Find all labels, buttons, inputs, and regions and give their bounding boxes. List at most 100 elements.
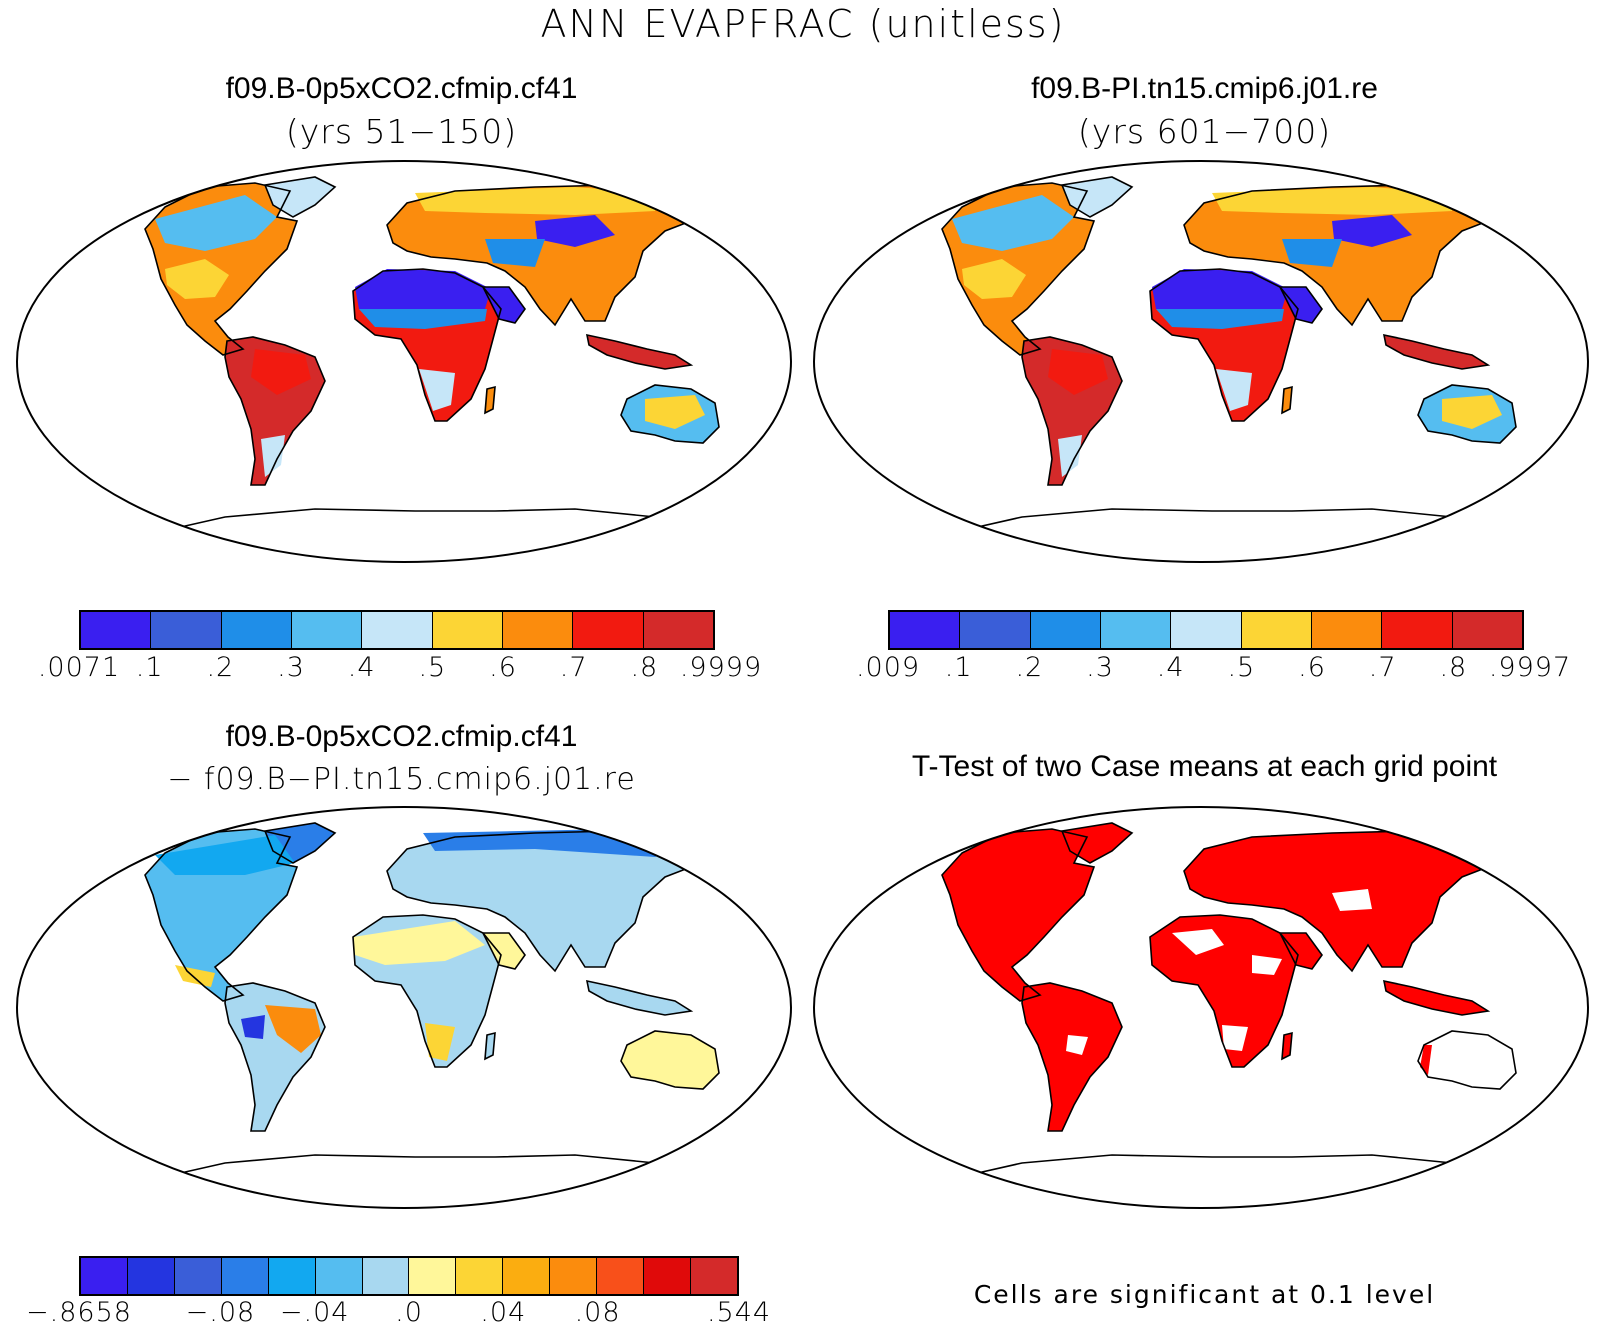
- coastline: [263, 822, 337, 864]
- map-region: [1442, 395, 1502, 429]
- colorbar-tick-label: .009: [855, 652, 921, 683]
- colorbar-swatch: [890, 612, 961, 648]
- map-region: [1048, 349, 1108, 395]
- map-region: [535, 215, 615, 247]
- map-land-layer: [17, 807, 791, 1208]
- colorbar-swatch: [503, 1258, 551, 1294]
- case2-years: (yrs 601−700): [1077, 112, 1332, 151]
- colorbar-tick-label: .0: [395, 1297, 423, 1328]
- map-region: [359, 309, 487, 329]
- map-region: [1280, 287, 1322, 323]
- map-land-layer: [17, 161, 791, 562]
- map-region: [163, 509, 715, 562]
- colorbar-tick-label: .6: [489, 652, 517, 683]
- case1-colorbar: [79, 610, 715, 650]
- coastline: [144, 182, 299, 356]
- map-border: [813, 160, 1589, 563]
- colorbar-tick-label: .6: [1298, 652, 1326, 683]
- colorbar-swatch: [573, 612, 644, 648]
- map-region: [1152, 269, 1288, 315]
- map-region: [155, 195, 277, 251]
- ttest-title: T-Test of two Case means at each grid po…: [911, 750, 1498, 783]
- colorbar-swatch: [432, 612, 503, 648]
- coastline: [941, 828, 1096, 1002]
- colorbar-swatch: [409, 1258, 457, 1294]
- colorbar-swatch: [1030, 612, 1101, 648]
- colorbar-swatch: [127, 1258, 175, 1294]
- coastline: [1060, 822, 1134, 864]
- colorbar-swatch: [268, 1258, 316, 1294]
- diff-map: [16, 806, 792, 1209]
- colorbar-swatch: [151, 612, 222, 648]
- map-region: [483, 933, 525, 969]
- colorbar-tick-label: .4: [347, 652, 376, 683]
- map-region: [175, 965, 215, 987]
- map-region: [1216, 369, 1252, 411]
- colorbar-tick-label: .1: [944, 652, 973, 683]
- map-region: [1332, 889, 1372, 911]
- colorbar-tick-label: .544: [706, 1297, 772, 1328]
- coastline: [620, 1030, 720, 1090]
- colorbar-swatch: [960, 612, 1031, 648]
- colorbar-tick-label: .9997: [1488, 652, 1572, 683]
- colorbar-swatch: [597, 1258, 645, 1294]
- coastline: [484, 385, 496, 415]
- colorbar-swatch: [1100, 612, 1172, 648]
- colorbar-swatch: [81, 1258, 128, 1294]
- colorbar-swatch: [291, 612, 363, 648]
- map-region: [587, 981, 691, 1015]
- case2-map: [813, 160, 1589, 563]
- case2-title: f09.B-PI.tn15.cmip6.j01.re: [1031, 72, 1378, 105]
- case2-colorbar-ticks: .009 .1 .2 .3 .4 .5 .6 .7 .8 .9997: [856, 652, 1570, 686]
- coastline: [1021, 982, 1123, 1132]
- colorbar-swatch: [1452, 612, 1522, 648]
- map-region: [1172, 929, 1224, 955]
- figure-title: ANN EVAPFRAC (unitless): [540, 2, 1066, 46]
- coastline: [481, 286, 526, 324]
- map-region: [1156, 309, 1284, 329]
- colorbar-tick-label: .1: [135, 652, 164, 683]
- map-region: [1184, 185, 1502, 325]
- coastline: [352, 268, 502, 422]
- colorbar-swatch: [81, 612, 152, 648]
- coastline: [1021, 336, 1123, 486]
- map-region: [483, 287, 525, 323]
- coastline: [263, 176, 337, 218]
- colorbar-swatch: [174, 1258, 222, 1294]
- map-land-layer: [814, 161, 1588, 562]
- map-region: [1058, 435, 1082, 477]
- map-region: [1332, 215, 1412, 247]
- map-region: [1150, 915, 1298, 1067]
- map-region: [261, 435, 285, 477]
- colorbar-swatch: [502, 612, 574, 648]
- map-region: [387, 185, 705, 325]
- colorbar-swatch: [221, 612, 292, 648]
- map-land-layer: [814, 807, 1588, 1208]
- colorbar-swatch: [456, 1258, 504, 1294]
- colorbar-tick-label: .7: [1368, 652, 1397, 683]
- coastline: [1382, 333, 1491, 370]
- colorbar-tick-label: .8: [1439, 652, 1468, 683]
- map-border: [16, 160, 792, 563]
- case1-years: (yrs 51−150): [285, 112, 518, 151]
- map-region: [1022, 983, 1122, 1131]
- map-region: [485, 239, 545, 267]
- diff-colorbar: [79, 1256, 739, 1296]
- colorbar-swatch: [362, 1258, 410, 1294]
- map-region: [355, 269, 491, 315]
- case1-title: f09.B-0p5xCO2.cfmip.cf41: [225, 72, 578, 105]
- map-region: [165, 259, 229, 299]
- colorbar-swatch: [550, 1258, 598, 1294]
- colorbar-tick-label: .5: [1227, 652, 1256, 683]
- colorbar-tick-label: .5: [418, 652, 447, 683]
- map-region: [942, 829, 1094, 1001]
- colorbar-swatch: [1241, 612, 1312, 648]
- colorbar-swatch: [362, 612, 433, 648]
- coastline: [1149, 914, 1299, 1068]
- coastline: [1149, 268, 1299, 422]
- map-region: [962, 259, 1026, 299]
- coastline: [144, 828, 299, 1002]
- map-region: [419, 369, 455, 411]
- colorbar-tick-label: −.04: [279, 1297, 350, 1328]
- diff-colorbar-ticks: −.8658 −.08 −.04 .0 .04 .08 .544: [26, 1297, 770, 1331]
